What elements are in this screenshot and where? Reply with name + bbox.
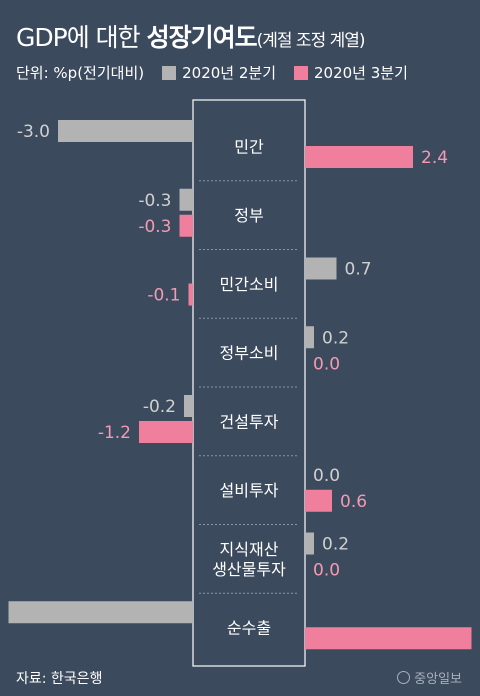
bar-q2 — [8, 601, 193, 624]
bar-q2 — [305, 257, 337, 280]
publisher-logo: 중앙일보 — [397, 668, 462, 687]
category-column — [192, 99, 306, 667]
category-label: 정부소비 — [220, 344, 279, 363]
value-label-q2: 0.2 — [322, 328, 349, 348]
bar-q3 — [139, 421, 193, 443]
legend-swatch-q2 — [162, 65, 177, 80]
value-label-q2: -0.2 — [143, 397, 176, 417]
value-label-q2: 0.0 — [313, 466, 340, 486]
value-label-q3: 2.4 — [421, 148, 448, 168]
source-note: 자료: 한국은행 — [16, 671, 103, 687]
value-label-q2: -4.1 — [0, 603, 1, 623]
value-label-q2: 0.7 — [345, 260, 372, 280]
value-label-q2: -0.3 — [138, 191, 171, 211]
bar-q3 — [179, 214, 193, 237]
title-main: 성장기여도 — [146, 23, 258, 52]
title-suffix: (계절 조정 계열) — [256, 31, 366, 51]
bar-q2 — [58, 120, 193, 142]
category-label: 정부 — [234, 206, 263, 225]
bar-q2 — [305, 326, 314, 349]
category-label: 설비투자 — [220, 481, 279, 500]
bar-q3 — [305, 146, 413, 168]
legend-label-q3: 2020년 3분기 — [314, 64, 408, 82]
category-label: 민간소비 — [220, 275, 279, 294]
legend-label-q2: 2020년 2분기 — [182, 64, 276, 82]
value-label-q2: -3.0 — [17, 122, 50, 142]
logo-icon — [397, 671, 411, 684]
value-label-q3: -1.2 — [98, 423, 131, 443]
category-label: 지식재산 생산물투자 — [212, 540, 286, 579]
bar-q3 — [305, 489, 332, 512]
value-label-q3: 0.6 — [340, 492, 367, 512]
bar-q3 — [305, 627, 472, 650]
bar-q2 — [179, 188, 193, 211]
title-prefix: GDP에 대한 — [16, 23, 147, 52]
value-label-q3: -0.3 — [138, 217, 171, 237]
category-label: 건설투자 — [220, 412, 279, 431]
value-label-q3: 0.0 — [313, 354, 340, 374]
bar-q3 — [188, 283, 193, 306]
bar-q2 — [184, 395, 193, 417]
logo-text: 중앙일보 — [414, 672, 462, 687]
bar-q2 — [305, 532, 314, 555]
legend-swatch-q3 — [294, 65, 308, 80]
category-label: 순수출 — [227, 619, 271, 638]
unit-label: 단위: %p(전기대비) — [16, 64, 145, 82]
category-label: 민간 — [234, 137, 264, 156]
value-label-q3: -0.1 — [147, 286, 180, 306]
legend-row: 단위: %p(전기대비) 2020년 2분기 2020년 3분기 — [16, 62, 408, 83]
value-label-q3: 0.0 — [313, 561, 340, 581]
value-label-q2: 0.2 — [322, 535, 349, 555]
chart-title: GDP에 대한 성장기여도(계절 조정 계열) — [16, 18, 366, 54]
